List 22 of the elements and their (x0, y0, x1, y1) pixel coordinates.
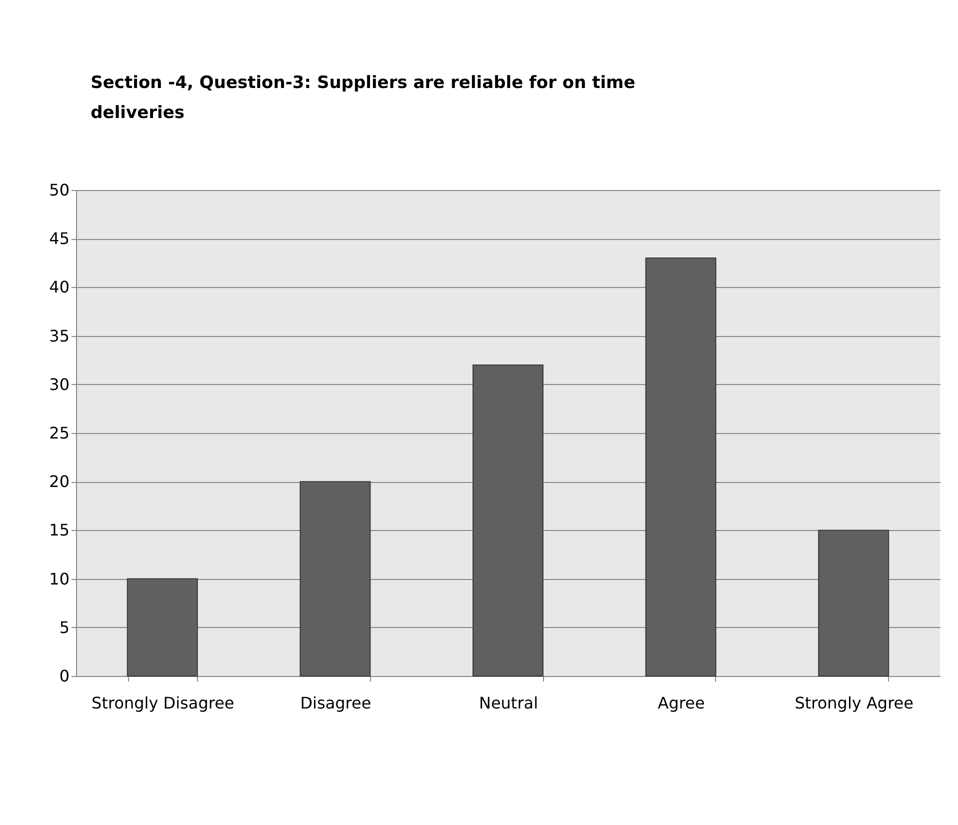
y-tick-label: 10 (49, 569, 70, 588)
x-tick-label: Strongly Agree (794, 694, 914, 712)
bar (126, 578, 198, 676)
chart-title: Section -4, Question-3: Suppliers are reliable for on time deliveries (90, 73, 636, 123)
y-tick-label: 30 (49, 374, 70, 394)
bar (645, 258, 716, 676)
x-tick-label: Disagree (300, 694, 372, 712)
y-tick-label: 0 (59, 666, 70, 686)
bar (472, 364, 544, 676)
y-tick-label: 35 (49, 326, 70, 346)
x-tick-label: Strongly Disagree (92, 694, 234, 712)
y-tick-label: 40 (49, 278, 70, 297)
bar (818, 530, 890, 676)
x-tick-label: Agree (658, 694, 705, 712)
y-tick-label: 15 (49, 520, 70, 540)
y-tick-label: 20 (49, 472, 70, 492)
y-tick-label: 5 (59, 618, 70, 637)
y-tick-label: 50 (49, 180, 70, 200)
bar (300, 481, 371, 676)
x-tick-label: Neutral (478, 694, 538, 712)
y-tick-label: 45 (49, 229, 70, 248)
y-tick-label: 25 (49, 424, 70, 442)
